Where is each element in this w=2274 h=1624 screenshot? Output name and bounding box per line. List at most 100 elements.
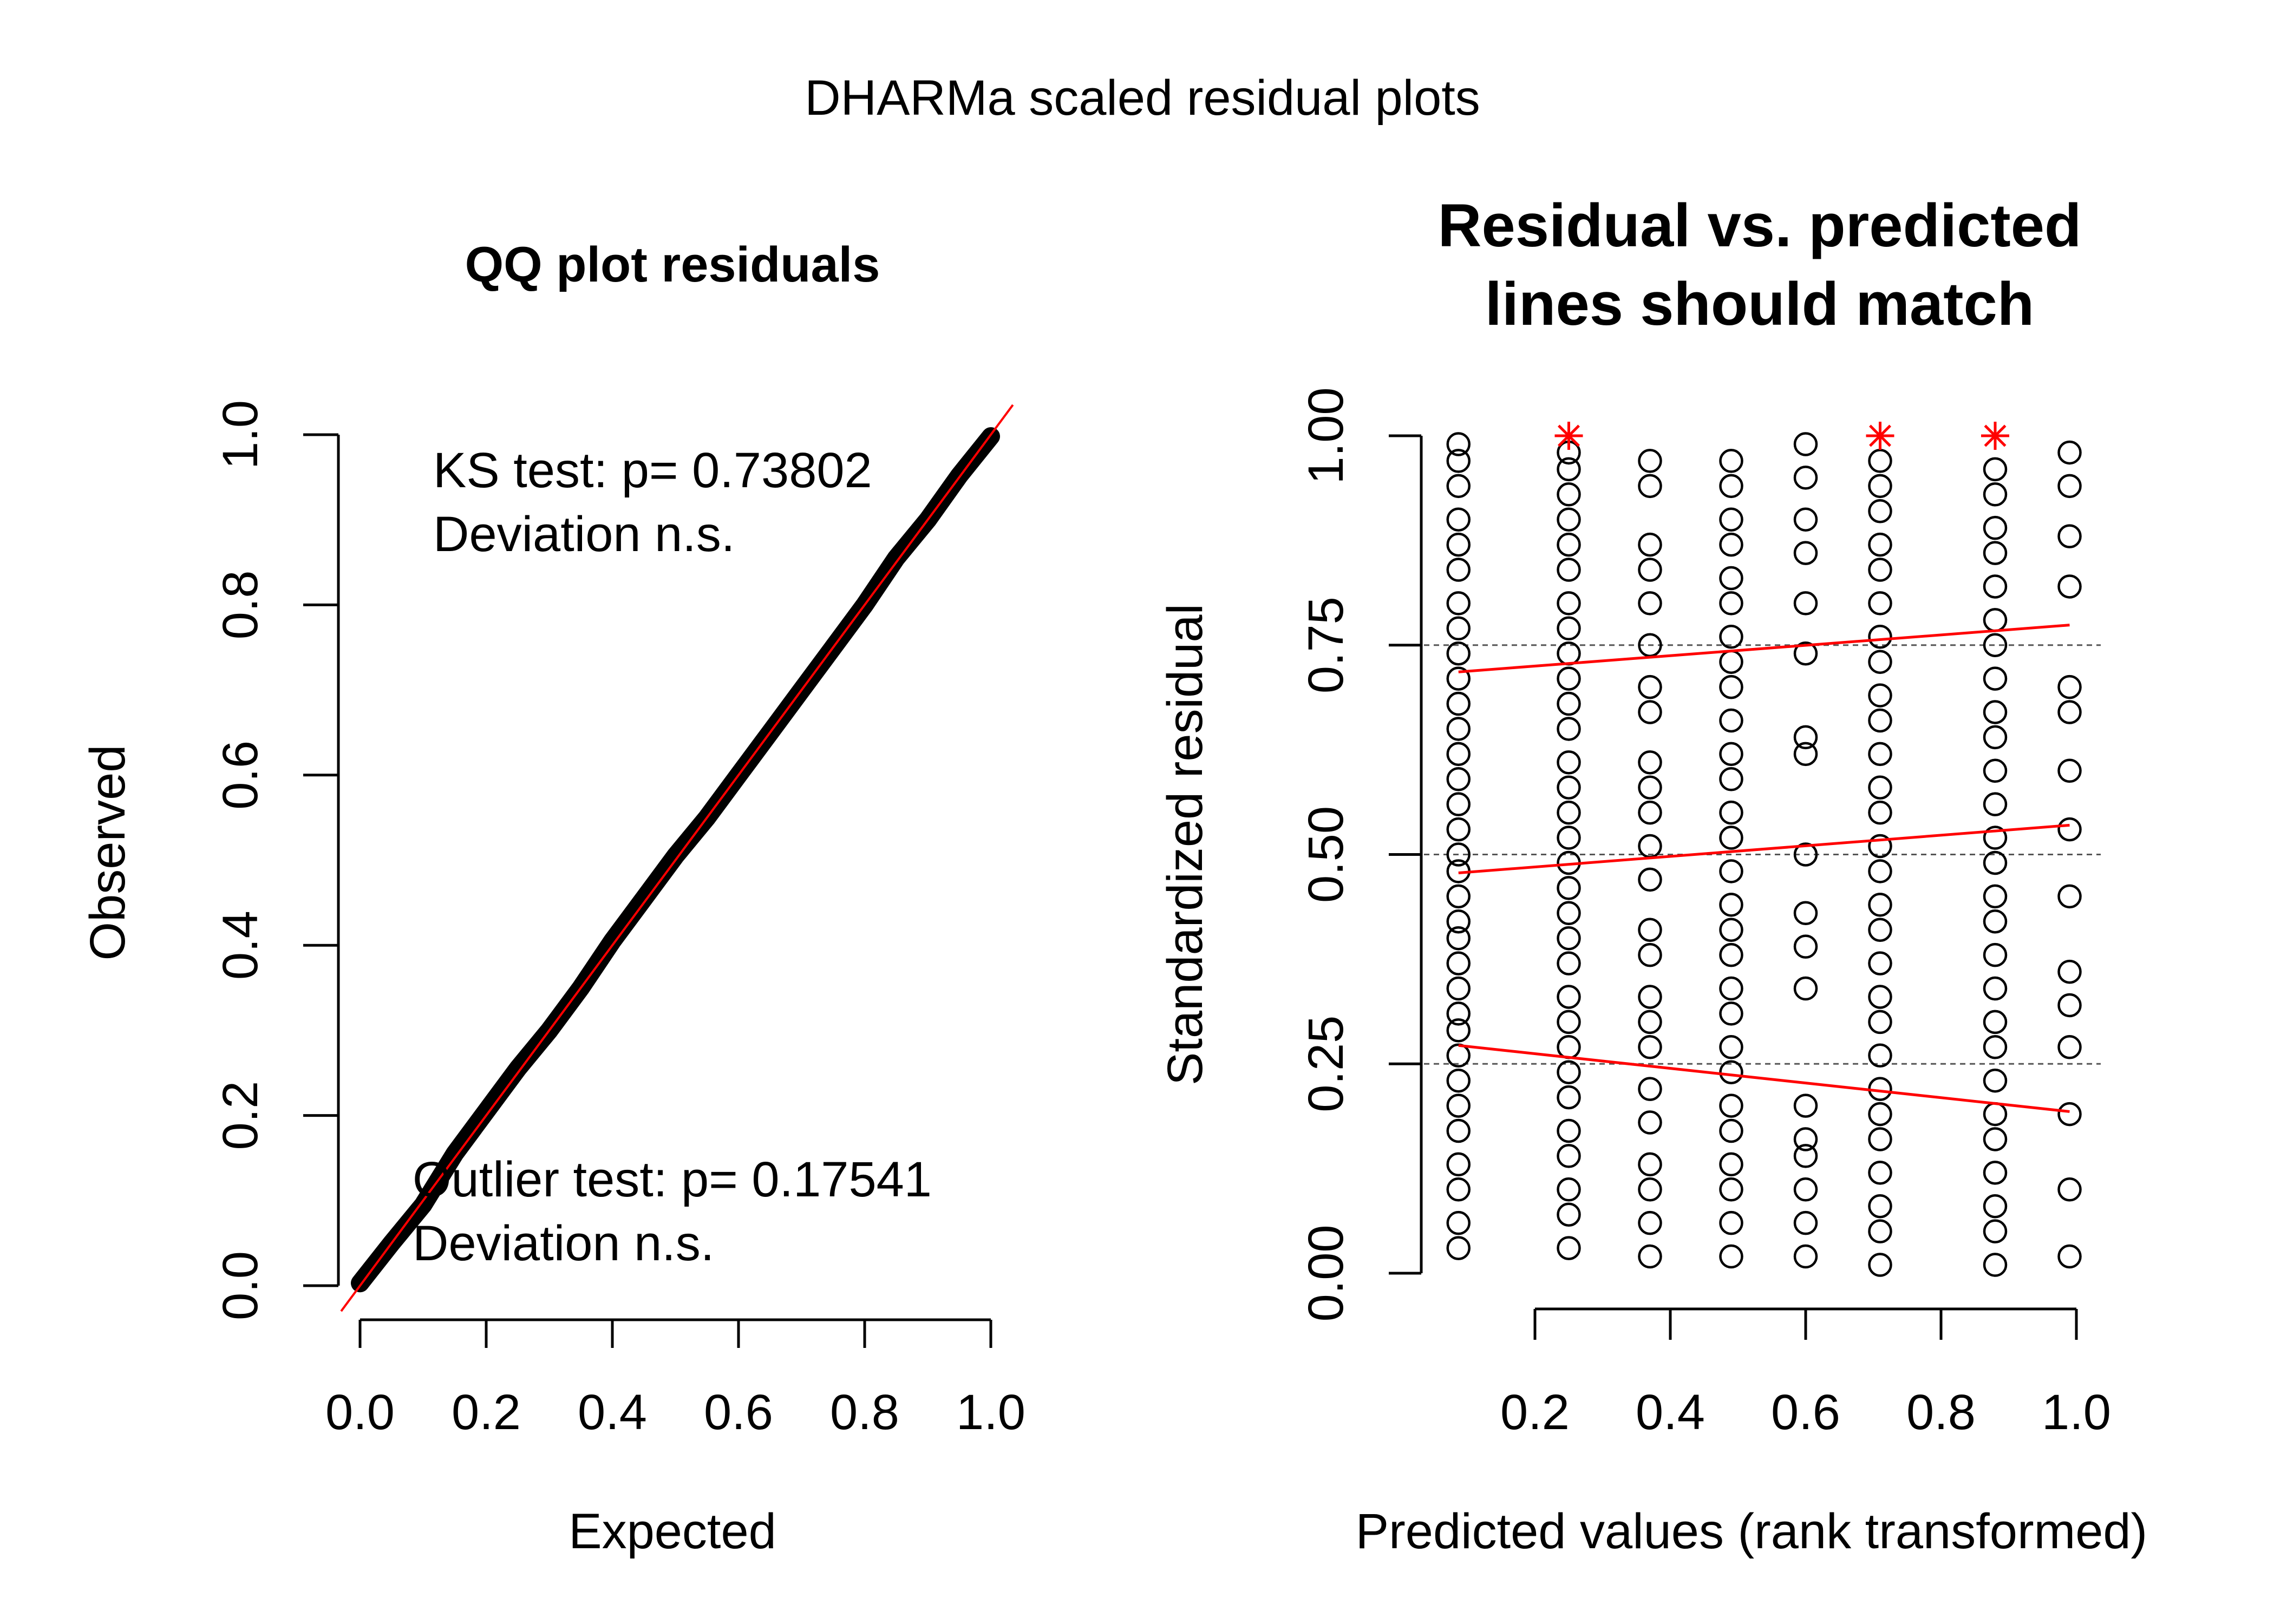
rp-point	[1868, 1010, 1892, 1034]
rp-point	[1446, 432, 1471, 456]
qq-y-tick-label: 0.6	[213, 741, 268, 810]
rp-point	[1719, 1093, 1743, 1118]
rp-point	[1793, 466, 1818, 490]
rp-point	[1719, 532, 1743, 557]
rp-x-axis-label: Predicted values (rank transformed)	[1356, 1504, 2147, 1559]
rp-point	[2057, 817, 2082, 842]
rp-point	[1868, 558, 1892, 582]
qq-point	[543, 1024, 556, 1037]
rp-point	[1719, 942, 1743, 967]
rp-point	[1793, 1093, 1818, 1118]
rp-point	[1868, 650, 1892, 674]
rp-point	[1638, 474, 1662, 499]
qq-point	[984, 430, 997, 443]
rp-point	[1557, 951, 1581, 975]
rp-point	[1983, 666, 2008, 691]
rp-point	[1868, 800, 1892, 825]
rp-point	[1719, 976, 1743, 1001]
qq-point	[354, 1276, 367, 1290]
rp-point	[1983, 1010, 2008, 1034]
rp-point	[1446, 817, 1471, 842]
rp-point	[1793, 507, 1818, 532]
rp-quantile-lines	[1458, 624, 2070, 1113]
rp-point	[1446, 1068, 1471, 1093]
rp-point	[1446, 1093, 1471, 1118]
rp-point	[1983, 850, 2008, 875]
rp-point	[1868, 1043, 1892, 1068]
rp-point	[1446, 474, 1471, 499]
rp-point	[2057, 1102, 2082, 1127]
rp-point	[1638, 675, 1662, 699]
rp-point	[1557, 457, 1581, 482]
rp-outliers	[1554, 422, 2009, 450]
rp-point	[1983, 792, 2008, 816]
qq-point	[858, 598, 871, 612]
rp-point	[1557, 901, 1581, 926]
rp-point	[1638, 750, 1662, 775]
qq-point	[574, 981, 587, 994]
qq-x-tick-label: 0.0	[325, 1385, 395, 1440]
rp-point	[1868, 918, 1892, 942]
rp-y-tick-label: 1.00	[1298, 387, 1354, 484]
rp-point	[1446, 1018, 1471, 1043]
rp-point	[1983, 457, 2008, 482]
rp-point	[1719, 893, 1743, 917]
rp-point	[1557, 876, 1581, 900]
rp-point	[1793, 934, 1818, 959]
rp-point	[1793, 742, 1818, 767]
rp-point	[1446, 591, 1471, 615]
rp-point	[1638, 532, 1662, 557]
rp-point	[2057, 440, 2082, 465]
residual-vs-predicted-panel: Residual vs. predicted lines should matc…	[1158, 192, 2147, 1559]
rp-point	[1868, 834, 1892, 859]
rp-point	[1638, 1244, 1662, 1269]
rp-point	[1793, 1127, 1818, 1151]
outlier-star-marker	[1981, 422, 2009, 450]
rp-point	[1983, 826, 2008, 850]
rp-axes: 0.2 0.4 0.6 0.8 1.0 0.00 0.25 0.50 0.75 1.00	[1298, 387, 2111, 1440]
rp-point	[1868, 449, 1892, 473]
rp-point	[1557, 532, 1581, 557]
outlier-star-stroke	[1558, 424, 1580, 447]
rp-point	[2057, 993, 2082, 1018]
rp-point	[1719, 708, 1743, 733]
rp-point	[1983, 976, 2008, 1001]
rp-x-tick-label: 0.2	[1500, 1385, 1570, 1440]
rp-point	[1793, 976, 1818, 1001]
rp-point	[1868, 1194, 1892, 1219]
rp-point	[1719, 859, 1743, 883]
qq-reference-line-segment	[340, 404, 1014, 1312]
qq-y-tick-label: 0.2	[213, 1081, 268, 1150]
rp-point	[1446, 767, 1471, 791]
rp-point	[1719, 1152, 1743, 1177]
qq-x-tick-label: 0.4	[578, 1385, 647, 1440]
rp-point	[1557, 1118, 1581, 1143]
rp-y-tick-label: 0.25	[1298, 1016, 1354, 1112]
rp-point	[1868, 859, 1892, 883]
rp-point	[1983, 1219, 2008, 1243]
rp-point	[1793, 432, 1818, 456]
rp-point	[1638, 449, 1662, 473]
rp-point	[1446, 976, 1471, 1001]
rp-y-axis-label: Standardized residual	[1158, 604, 1213, 1085]
outlier-star-stroke	[1984, 424, 2007, 447]
rp-point	[1983, 515, 2008, 540]
rp-point	[2057, 758, 2082, 783]
rp-point	[2057, 1177, 2082, 1202]
rp-point	[1793, 641, 1818, 666]
rp-point	[1868, 1127, 1892, 1151]
rp-point	[1719, 474, 1743, 499]
rp-point	[1446, 1152, 1471, 1177]
rp-point	[1446, 1236, 1471, 1260]
rp-point	[1557, 482, 1581, 507]
rp-point	[1446, 641, 1471, 666]
qq-y-tick-label: 1.0	[213, 400, 268, 469]
rp-point	[1638, 1210, 1662, 1235]
rp-point	[1983, 1161, 2008, 1185]
qq-y-tick-label: 0.8	[213, 570, 268, 639]
qq-point	[952, 469, 966, 482]
rp-point	[1446, 909, 1471, 934]
rp-point	[1557, 507, 1581, 532]
rp-point	[2057, 474, 2082, 499]
qq-plot-panel: QQ plot residuals Expected Observed 0.0 0…	[80, 237, 1025, 1559]
